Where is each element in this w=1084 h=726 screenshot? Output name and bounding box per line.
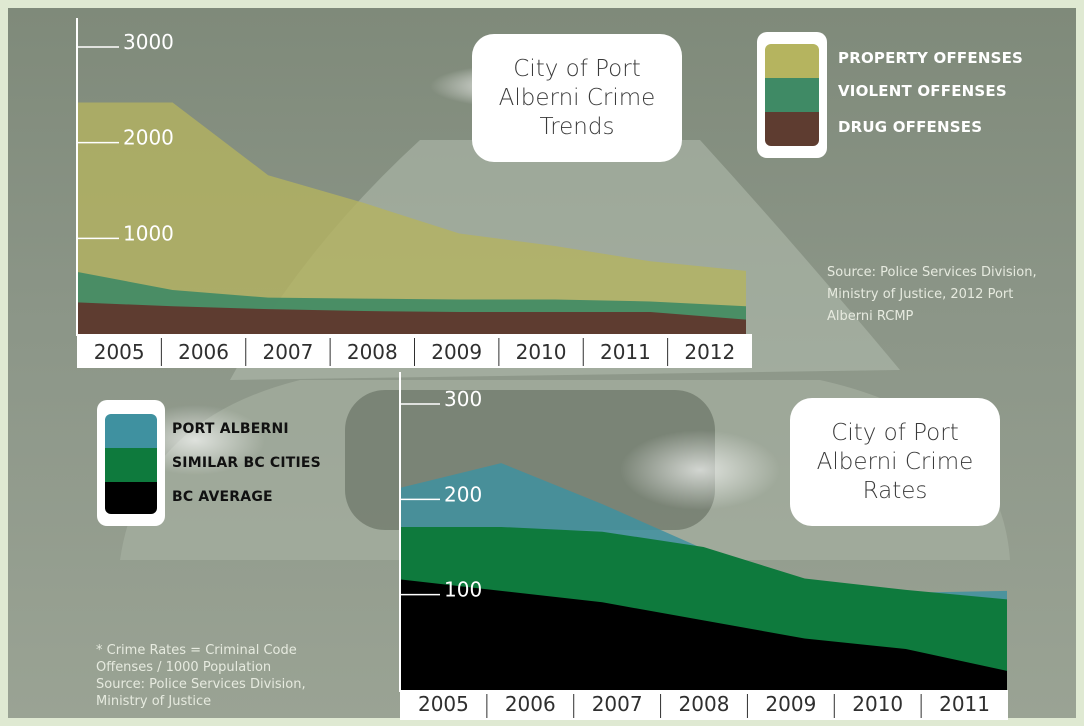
- legend-swatch-drug: [765, 112, 819, 146]
- crime-trends-source-note: Source: Police Services Division, Minist…: [827, 265, 1037, 324]
- trends-y-tick-1000: 1000: [123, 221, 174, 245]
- rates-x-tick-2008: 2008: [679, 692, 730, 716]
- trends-x-tick-2007: 2007: [262, 340, 313, 364]
- trends-x-tick-2012: 2012: [684, 340, 735, 364]
- rates-x-tick-2005: 2005: [418, 692, 469, 716]
- trends-x-tick-2009: 2009: [431, 340, 482, 364]
- trends-area-property-offenses: [77, 102, 746, 334]
- crime-rates-legend-box: [97, 400, 165, 526]
- legend-label-drug: DRUG OFFENSES: [838, 118, 983, 136]
- rates-x-tick-2010: 2010: [852, 692, 903, 716]
- rates-x-tick-2006: 2006: [505, 692, 556, 716]
- trends-x-tick-2010: 2010: [516, 340, 567, 364]
- trends-x-tick-2008: 2008: [347, 340, 398, 364]
- legend-swatch-property: [765, 44, 819, 78]
- rates-y-tick-300: 300: [444, 387, 482, 411]
- trends-x-tick-2006: 2006: [178, 340, 229, 364]
- legend-label-port-alberni: PORT ALBERNI: [172, 421, 289, 437]
- legend-swatch-violent: [765, 78, 819, 112]
- trends-y-tick-3000: 3000: [123, 30, 174, 54]
- legend-label-violent: VIOLENT OFFENSES: [838, 82, 1007, 100]
- trends-area-drug-offenses: [77, 302, 746, 334]
- legend-swatch-similar-bc-cities: [105, 448, 157, 482]
- crime-rates-title: City of Port Alberni Crime Rates: [816, 419, 974, 504]
- crime-trends-title-box: City of Port Alberni Crime Trends: [472, 34, 682, 162]
- rates-x-tick-2009: 2009: [765, 692, 816, 716]
- legend-label-similar-bc-cities: SIMILAR BC CITIES: [172, 455, 321, 471]
- trends-x-tick-2005: 2005: [94, 340, 145, 364]
- rates-x-axis-bar: [400, 690, 1008, 720]
- trends-x-tick-2011: 2011: [600, 340, 651, 364]
- trends-y-tick-2000: 2000: [123, 126, 174, 150]
- crime-trends-title: City of Port Alberni Crime Trends: [498, 55, 656, 140]
- legend-label-property: PROPERTY OFFENSES: [838, 49, 1024, 67]
- rates-y-tick-200: 200: [444, 482, 482, 506]
- rates-x-tick-2007: 2007: [592, 692, 643, 716]
- legend-swatch-port-alberni: [105, 414, 157, 448]
- crime-trends-legend-box: [757, 32, 827, 158]
- legend-label-bc-average: BC AVERAGE: [172, 489, 273, 505]
- rates-y-tick-100: 100: [444, 578, 482, 602]
- crime-rates-title-box: City of Port Alberni Crime Rates: [790, 398, 1000, 526]
- rates-x-tick-2011: 2011: [939, 692, 990, 716]
- legend-swatch-bc-average: [105, 482, 157, 514]
- rates-area-bc-average: [400, 579, 1007, 690]
- crime-rates-footnote: * Crime Rates = Criminal Code Offenses /…: [96, 643, 306, 709]
